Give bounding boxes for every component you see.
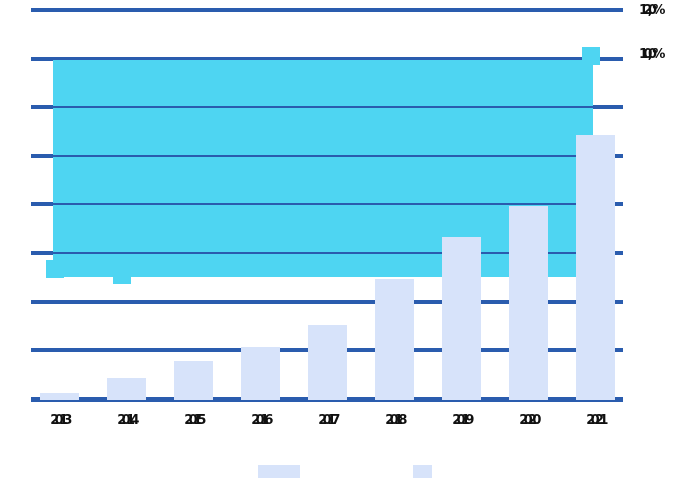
line-marker [46, 259, 64, 278]
bar [39, 392, 79, 400]
x-axis-tick-label: 2020 [519, 413, 541, 428]
gridline [31, 299, 623, 304]
band-gridline [53, 154, 593, 157]
bar [240, 346, 280, 400]
bar [575, 135, 615, 400]
legend-swatch-bars [258, 465, 300, 478]
gridline [31, 8, 623, 12]
line-marker [113, 265, 131, 284]
x-axis-tick-label: 2013 [50, 413, 72, 428]
percent-line-band [53, 58, 593, 277]
bar [173, 361, 213, 400]
x-axis-tick-label: 2015 [184, 413, 206, 428]
right-axis-tick-label: 12,0% [639, 3, 665, 18]
bar [307, 324, 347, 400]
band-gridline [53, 203, 593, 206]
bar [441, 237, 481, 400]
x-axis-tick-label: 2017 [318, 413, 340, 428]
x-axis-tick-label: 2016 [251, 413, 273, 428]
legend-swatch-line [413, 465, 432, 478]
x-axis-tick-label: 2018 [385, 413, 407, 428]
x-axis-tick-label: 2021 [586, 413, 608, 428]
band-gridline [53, 252, 593, 254]
x-axis-tick-label: 2014 [117, 413, 139, 428]
band-gridline [53, 106, 593, 109]
bar [106, 378, 146, 400]
band-gridline [53, 57, 593, 60]
line-marker [582, 47, 600, 66]
bar [508, 205, 548, 400]
x-axis-tick-label: 2019 [452, 413, 474, 428]
right-axis-tick-label: 10,0% [639, 47, 665, 62]
bar [374, 278, 414, 400]
